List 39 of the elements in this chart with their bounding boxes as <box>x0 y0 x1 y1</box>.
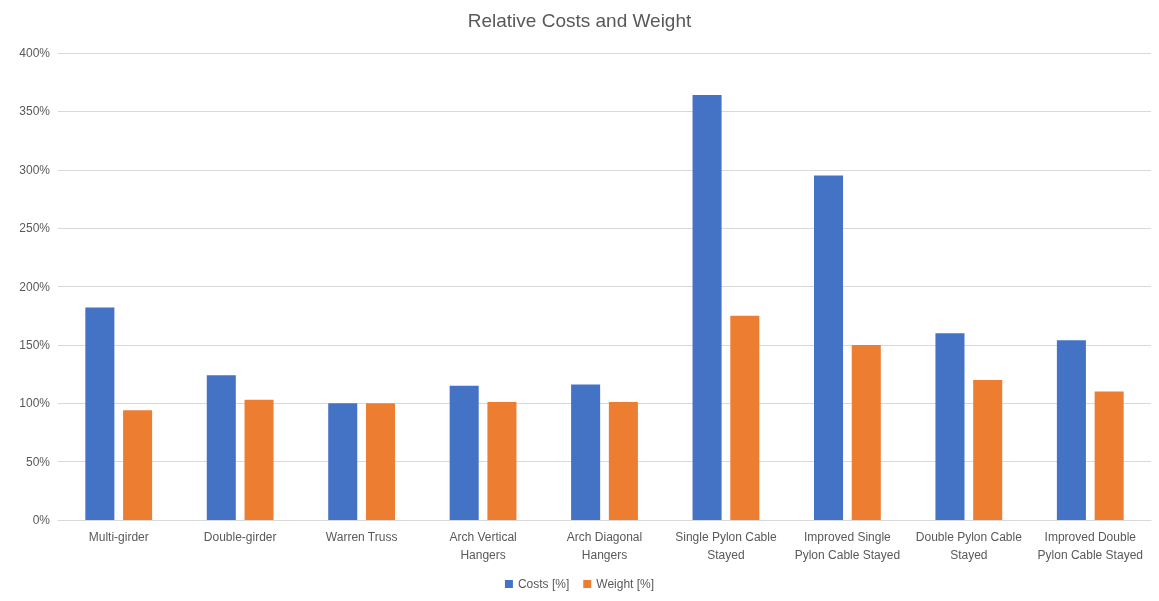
bar <box>1094 391 1124 520</box>
bar <box>123 410 153 520</box>
x-tick-label: Double-girder <box>203 530 277 544</box>
y-tick-label: 400% <box>19 46 51 60</box>
bar <box>692 95 722 520</box>
y-tick-label: 300% <box>19 162 51 177</box>
bar <box>813 175 844 520</box>
bar <box>487 402 517 520</box>
bar <box>244 399 274 520</box>
x-tick-label: Warren Truss <box>325 530 398 544</box>
bar <box>328 403 358 520</box>
y-tick-label: 50% <box>25 454 51 469</box>
bar <box>1056 340 1086 520</box>
x-tick-label: Improved Double Pylon Cable Stayed <box>1037 530 1143 562</box>
x-tick-label: Single Pylon Cable Stayed <box>675 530 777 562</box>
y-tick-label: 150% <box>19 337 51 352</box>
bar <box>608 402 638 520</box>
bar <box>973 379 1003 520</box>
x-tick-label: Multi-girder <box>88 530 149 544</box>
y-tick-label: 100% <box>19 396 51 411</box>
y-tick-label: 350% <box>19 104 51 119</box>
bar <box>206 375 236 520</box>
bar <box>935 333 965 520</box>
bar <box>571 384 601 520</box>
y-tick-label: 200% <box>19 279 51 294</box>
bar <box>365 403 396 520</box>
y-tick-label: 0% <box>32 513 51 527</box>
chart-title: Relative Costs and Weight <box>467 10 692 31</box>
x-tick-label: Improved Single Pylon Cable Stayed <box>794 530 901 562</box>
bar <box>85 307 115 520</box>
x-tick-label: Arch Diagonal Hangers <box>566 530 643 562</box>
bar <box>851 344 881 520</box>
y-tick-label: 250% <box>19 221 51 236</box>
legend-label: Costs [%] <box>517 577 570 591</box>
bar <box>730 315 760 520</box>
x-tick-label: Double Pylon Cable Stayed <box>915 530 1023 562</box>
x-tick-label: Arch Vertical Hangers <box>449 530 517 562</box>
bar <box>449 385 479 520</box>
legend-label: Weight [%] <box>596 577 655 591</box>
